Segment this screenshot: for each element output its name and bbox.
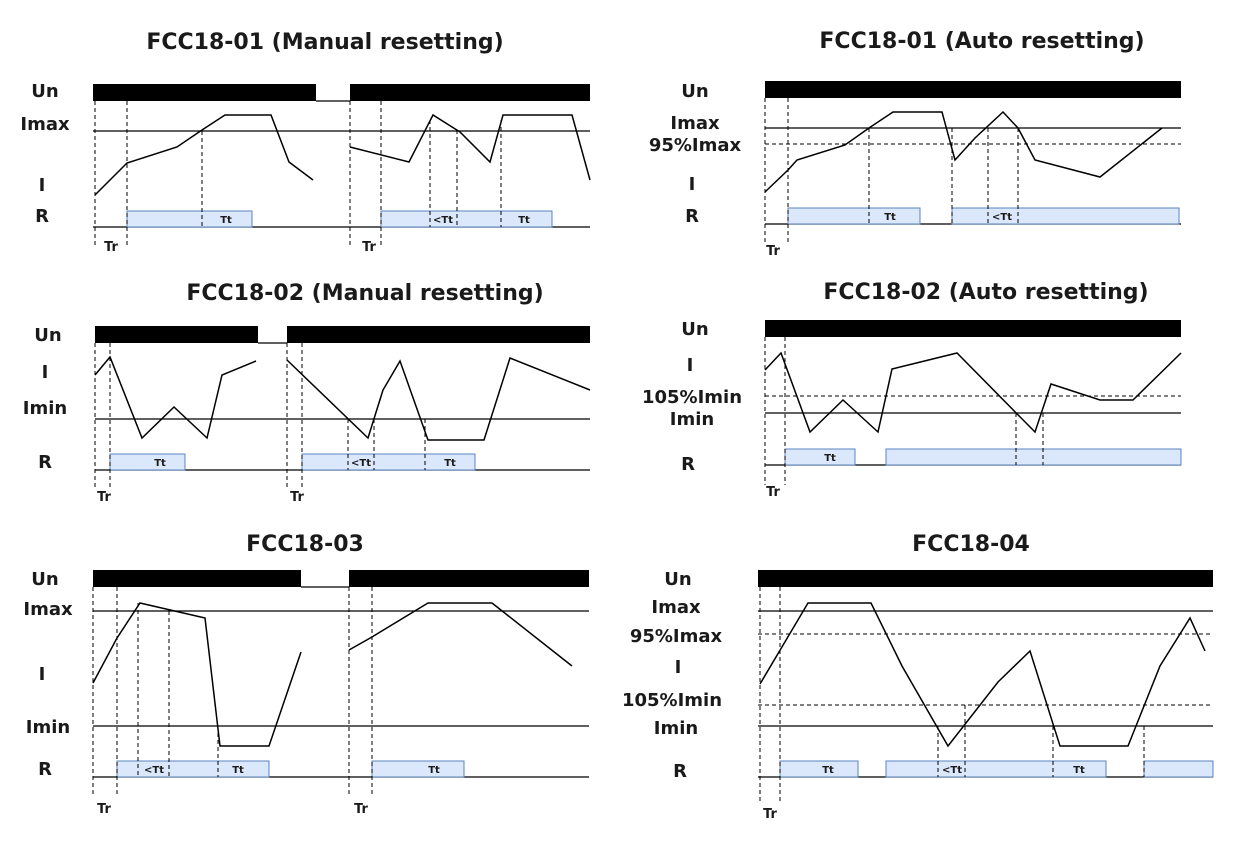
current-curve (759, 602, 1206, 748)
timer-label: Tt (884, 212, 896, 223)
tr-label: Tr (97, 490, 111, 505)
timer-label: Tt (154, 458, 166, 469)
tr-label: Tr (766, 244, 780, 259)
relay-on-box (1143, 760, 1214, 778)
relay-on-box (885, 448, 1182, 466)
supply-on-bar (95, 326, 258, 343)
timer-label: <Tt (433, 215, 453, 226)
relay-on-box (951, 207, 1180, 225)
label-un: Un (31, 81, 58, 102)
relay-on-box (109, 453, 186, 471)
label-imax: Imax (651, 597, 701, 618)
panel-title: FCC18-01 (Manual resetting) (146, 30, 503, 55)
label-105-imin: 105%Imin (622, 690, 722, 711)
timer-label: Tt (824, 453, 836, 464)
label-r: R (681, 454, 695, 475)
timer-label: Tt (444, 458, 456, 469)
panel-title: FCC18-01 (Auto resetting) (819, 29, 1144, 54)
label-r: R (38, 452, 52, 473)
panel-title: FCC18-03 (246, 532, 364, 557)
label-r: R (35, 206, 49, 227)
supply-on-bar (765, 320, 1181, 337)
label-imin: Imin (26, 717, 70, 738)
label-imin: Imin (654, 718, 698, 739)
relay-on-box (371, 760, 465, 778)
tr-label: Tr (766, 485, 780, 500)
label-i: I (675, 657, 682, 678)
supply-on-bar (350, 84, 590, 101)
label-imax: Imax (23, 599, 73, 620)
supply-on-bar (93, 570, 301, 587)
label-un: Un (34, 325, 61, 346)
current-curve (92, 602, 302, 747)
supply-on-bar (758, 570, 1213, 587)
relay-on-box (885, 760, 1107, 778)
relay-on-box (116, 760, 270, 778)
timer-label: <Tt (144, 765, 164, 776)
timer-label: Tt (428, 765, 440, 776)
panel-fcc18-04: FCC18-04 Un Imax 95%Imax I 105%Imin Imin… (622, 532, 1214, 822)
relay-on-box (779, 760, 859, 778)
tr-label: Tr (763, 807, 777, 822)
label-i: I (687, 355, 694, 376)
label-r: R (673, 761, 687, 782)
current-curve (764, 110, 1163, 193)
panel-title: FCC18-02 (Manual resetting) (186, 281, 543, 306)
timer-label: Tt (232, 765, 244, 776)
supply-on-bar (349, 570, 589, 587)
panel-fcc18-02-auto: FCC18-02 (Auto resetting) Un I 105%Imin … (642, 280, 1182, 500)
tr-label: Tr (354, 802, 368, 817)
timer-label: <Tt (992, 212, 1012, 223)
label-r: R (38, 759, 52, 780)
current-curve (349, 113, 591, 181)
relay-on-box (784, 448, 856, 466)
panel-fcc18-02-manual: FCC18-02 (Manual resetting) Un I Imin R … (23, 281, 591, 505)
timer-label: Tt (518, 215, 530, 226)
panel-fcc18-03: FCC18-03 Un Imax I Imin R <Tt Tt Tt Tr T… (23, 532, 589, 817)
timer-label: Tt (220, 215, 232, 226)
panel-title: FCC18-02 (Auto resetting) (823, 280, 1148, 305)
tr-label: Tr (362, 240, 376, 255)
label-105-imin: 105%Imin (642, 387, 742, 408)
label-imin: Imin (23, 398, 67, 419)
current-curve (94, 355, 257, 440)
current-curve (94, 114, 314, 196)
label-un: Un (681, 319, 708, 340)
tr-label: Tr (104, 240, 118, 255)
relay-on-box (787, 207, 921, 225)
supply-on-bar (287, 326, 590, 343)
label-un: Un (681, 81, 708, 102)
panel-fcc18-01-manual: FCC18-01 (Manual resetting) Un Imax I R … (20, 30, 591, 255)
relay-on-box (380, 210, 553, 228)
label-i: I (39, 175, 46, 196)
label-r: R (685, 206, 699, 227)
relay-on-box (126, 210, 253, 228)
timer-label: <Tt (351, 458, 371, 469)
label-un: Un (664, 569, 691, 590)
supply-on-bar (93, 84, 316, 101)
label-i: I (42, 362, 49, 383)
label-95-imax: 95%Imax (649, 135, 742, 156)
tr-label: Tr (97, 802, 111, 817)
label-imax: Imax (670, 113, 720, 134)
current-curve (764, 351, 1182, 434)
timer-label: <Tt (942, 765, 962, 776)
tr-label: Tr (290, 490, 304, 505)
current-curve (286, 357, 591, 441)
label-un: Un (31, 569, 58, 590)
timer-label: Tt (1073, 765, 1085, 776)
label-i: I (39, 664, 46, 685)
label-imax: Imax (20, 114, 70, 135)
timer-label: Tt (822, 765, 834, 776)
label-imin: Imin (670, 409, 714, 430)
current-curve (348, 602, 573, 667)
label-i: I (689, 174, 696, 195)
label-95-imax: 95%Imax (630, 626, 723, 647)
panel-title: FCC18-04 (912, 532, 1030, 557)
panel-fcc18-01-auto: FCC18-01 (Auto resetting) Un Imax 95%Ima… (649, 29, 1181, 259)
supply-on-bar (765, 81, 1181, 98)
